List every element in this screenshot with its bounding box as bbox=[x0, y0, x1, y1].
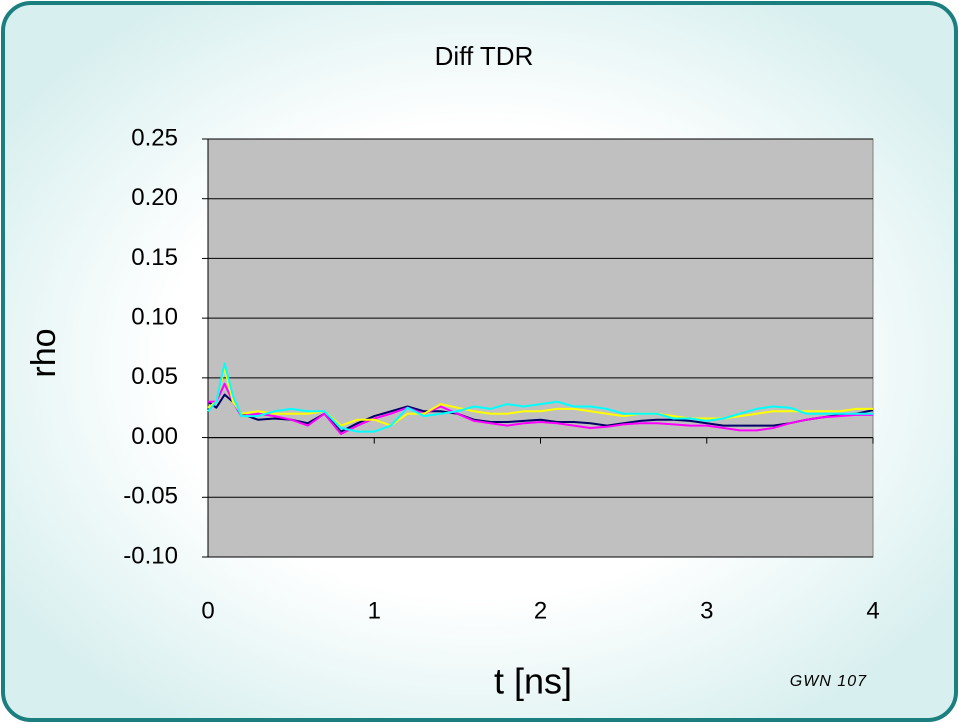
series-line bbox=[207, 362, 873, 433]
y-tick-label: 0.10 bbox=[131, 303, 178, 330]
x-tick-label: 1 bbox=[368, 597, 381, 624]
annotation: GWN 107 bbox=[790, 673, 867, 690]
y-tick-label: 0.05 bbox=[131, 363, 178, 390]
y-tick-label: 0.15 bbox=[131, 244, 178, 271]
y-tick-label: -0.05 bbox=[123, 483, 178, 510]
x-axis-label: t [ns] bbox=[494, 661, 572, 702]
x-tick-label: 2 bbox=[534, 597, 547, 624]
y-tick-label: 0.20 bbox=[131, 184, 178, 211]
y-tick-label: 0.00 bbox=[131, 423, 178, 450]
x-tick-label: 0 bbox=[201, 597, 214, 624]
y-axis-label: rho bbox=[25, 328, 63, 377]
x-tick-label: 4 bbox=[866, 597, 879, 624]
series-line bbox=[208, 382, 873, 435]
plot-area bbox=[207, 138, 874, 558]
y-tick-label: -0.10 bbox=[123, 542, 178, 569]
series-line bbox=[207, 367, 873, 427]
chart-title: Diff TDR bbox=[435, 41, 534, 71]
x-tick-label: 3 bbox=[700, 597, 713, 624]
y-tick-label: 0.25 bbox=[131, 124, 178, 151]
